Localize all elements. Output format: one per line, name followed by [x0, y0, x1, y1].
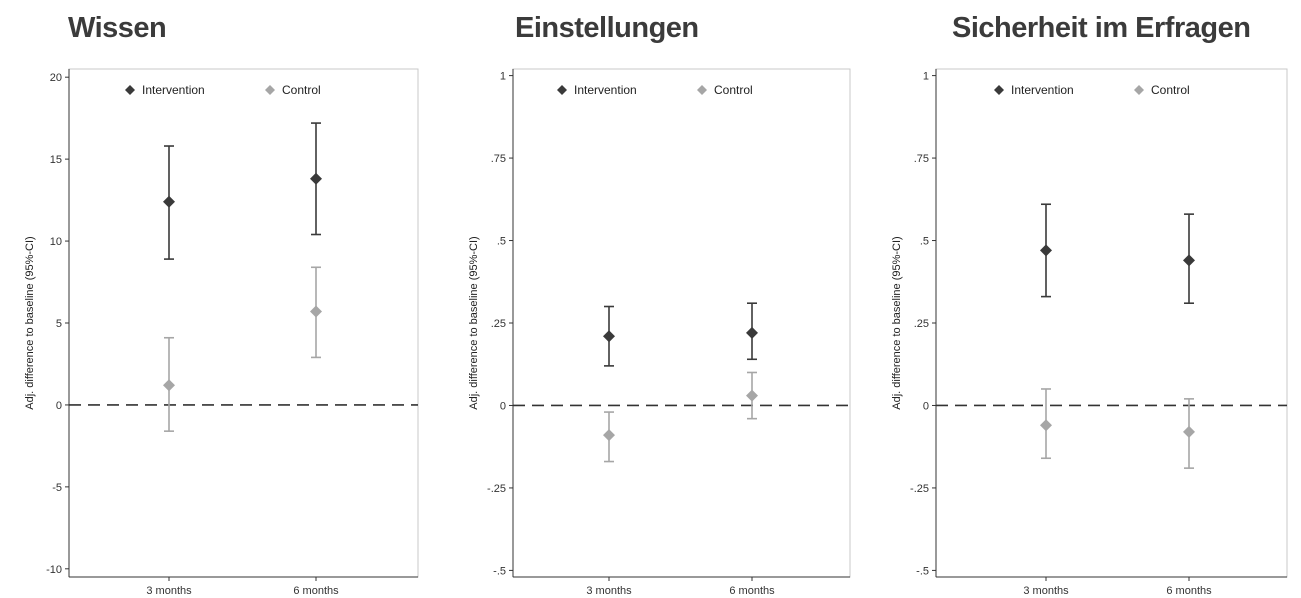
data-point-control: [1183, 425, 1195, 438]
legend-label-control: Control: [1151, 83, 1190, 97]
y-axis-label: Adj. difference to baseline (95%-CI): [891, 236, 903, 409]
legend-marker-control: [697, 85, 707, 95]
data-point-intervention: [746, 326, 758, 339]
chart-title-einstellungen: Einstellungen: [515, 12, 699, 44]
y-tick-label: 1: [500, 71, 506, 83]
y-tick-label: .5: [497, 236, 506, 248]
legend-label-control: Control: [714, 83, 753, 97]
y-tick-label: 0: [923, 400, 929, 412]
y-tick-label: -5: [52, 482, 62, 494]
legend-marker-intervention: [994, 85, 1004, 95]
y-tick-label: 10: [50, 236, 62, 248]
data-point-control: [163, 379, 175, 392]
x-tick-label: 6 months: [1166, 585, 1212, 597]
data-point-intervention: [603, 330, 615, 343]
x-tick-label: 6 months: [293, 585, 339, 597]
y-tick-label: .75: [491, 153, 506, 165]
legend-marker-intervention: [557, 85, 567, 95]
y-tick-label: -.5: [493, 565, 506, 577]
legend-marker-intervention: [125, 85, 135, 95]
y-axis-label: Adj. difference to baseline (95%-CI): [468, 236, 480, 409]
data-point-control: [746, 389, 758, 402]
y-tick-label: 5: [56, 318, 62, 330]
legend-marker-control: [1134, 85, 1144, 95]
chart-title-wissen: Wissen: [68, 12, 167, 44]
data-point-control: [1040, 419, 1052, 432]
data-point-intervention: [163, 195, 175, 208]
legend-marker-control: [265, 85, 275, 95]
legend-label-intervention: Intervention: [574, 83, 637, 97]
data-point-intervention: [310, 172, 322, 185]
y-tick-label: 15: [50, 154, 62, 166]
y-tick-label: .5: [920, 236, 929, 248]
y-tick-label: 0: [56, 400, 62, 412]
y-tick-label: 20: [50, 72, 62, 84]
data-point-intervention: [1040, 244, 1052, 257]
y-tick-label: .75: [914, 153, 929, 165]
y-tick-label: 0: [500, 400, 506, 412]
plot-frame: [512, 68, 851, 578]
y-tick-label: .25: [491, 318, 506, 330]
y-tick-label: -.5: [916, 565, 929, 577]
x-tick-label: 3 months: [586, 585, 632, 597]
x-tick-label: 3 months: [146, 585, 192, 597]
data-point-intervention: [1183, 254, 1195, 267]
y-axis-label: Adj. difference to baseline (95%-CI): [24, 236, 36, 409]
data-point-control: [310, 305, 322, 318]
x-tick-label: 6 months: [729, 585, 775, 597]
plot-frame: [935, 68, 1288, 578]
y-tick-label: .25: [914, 318, 929, 330]
chart-title-sicherheit: Sicherheit im Erfragen: [952, 12, 1251, 44]
y-tick-label: -10: [46, 564, 62, 576]
data-point-control: [603, 429, 615, 442]
legend-label-intervention: Intervention: [1011, 83, 1074, 97]
y-tick-label: -.25: [910, 483, 929, 495]
x-tick-label: 3 months: [1023, 585, 1069, 597]
y-tick-label: 1: [923, 71, 929, 83]
plot-frame: [68, 68, 419, 578]
legend-label-intervention: Intervention: [142, 83, 205, 97]
legend-label-control: Control: [282, 83, 321, 97]
y-tick-label: -.25: [487, 483, 506, 495]
